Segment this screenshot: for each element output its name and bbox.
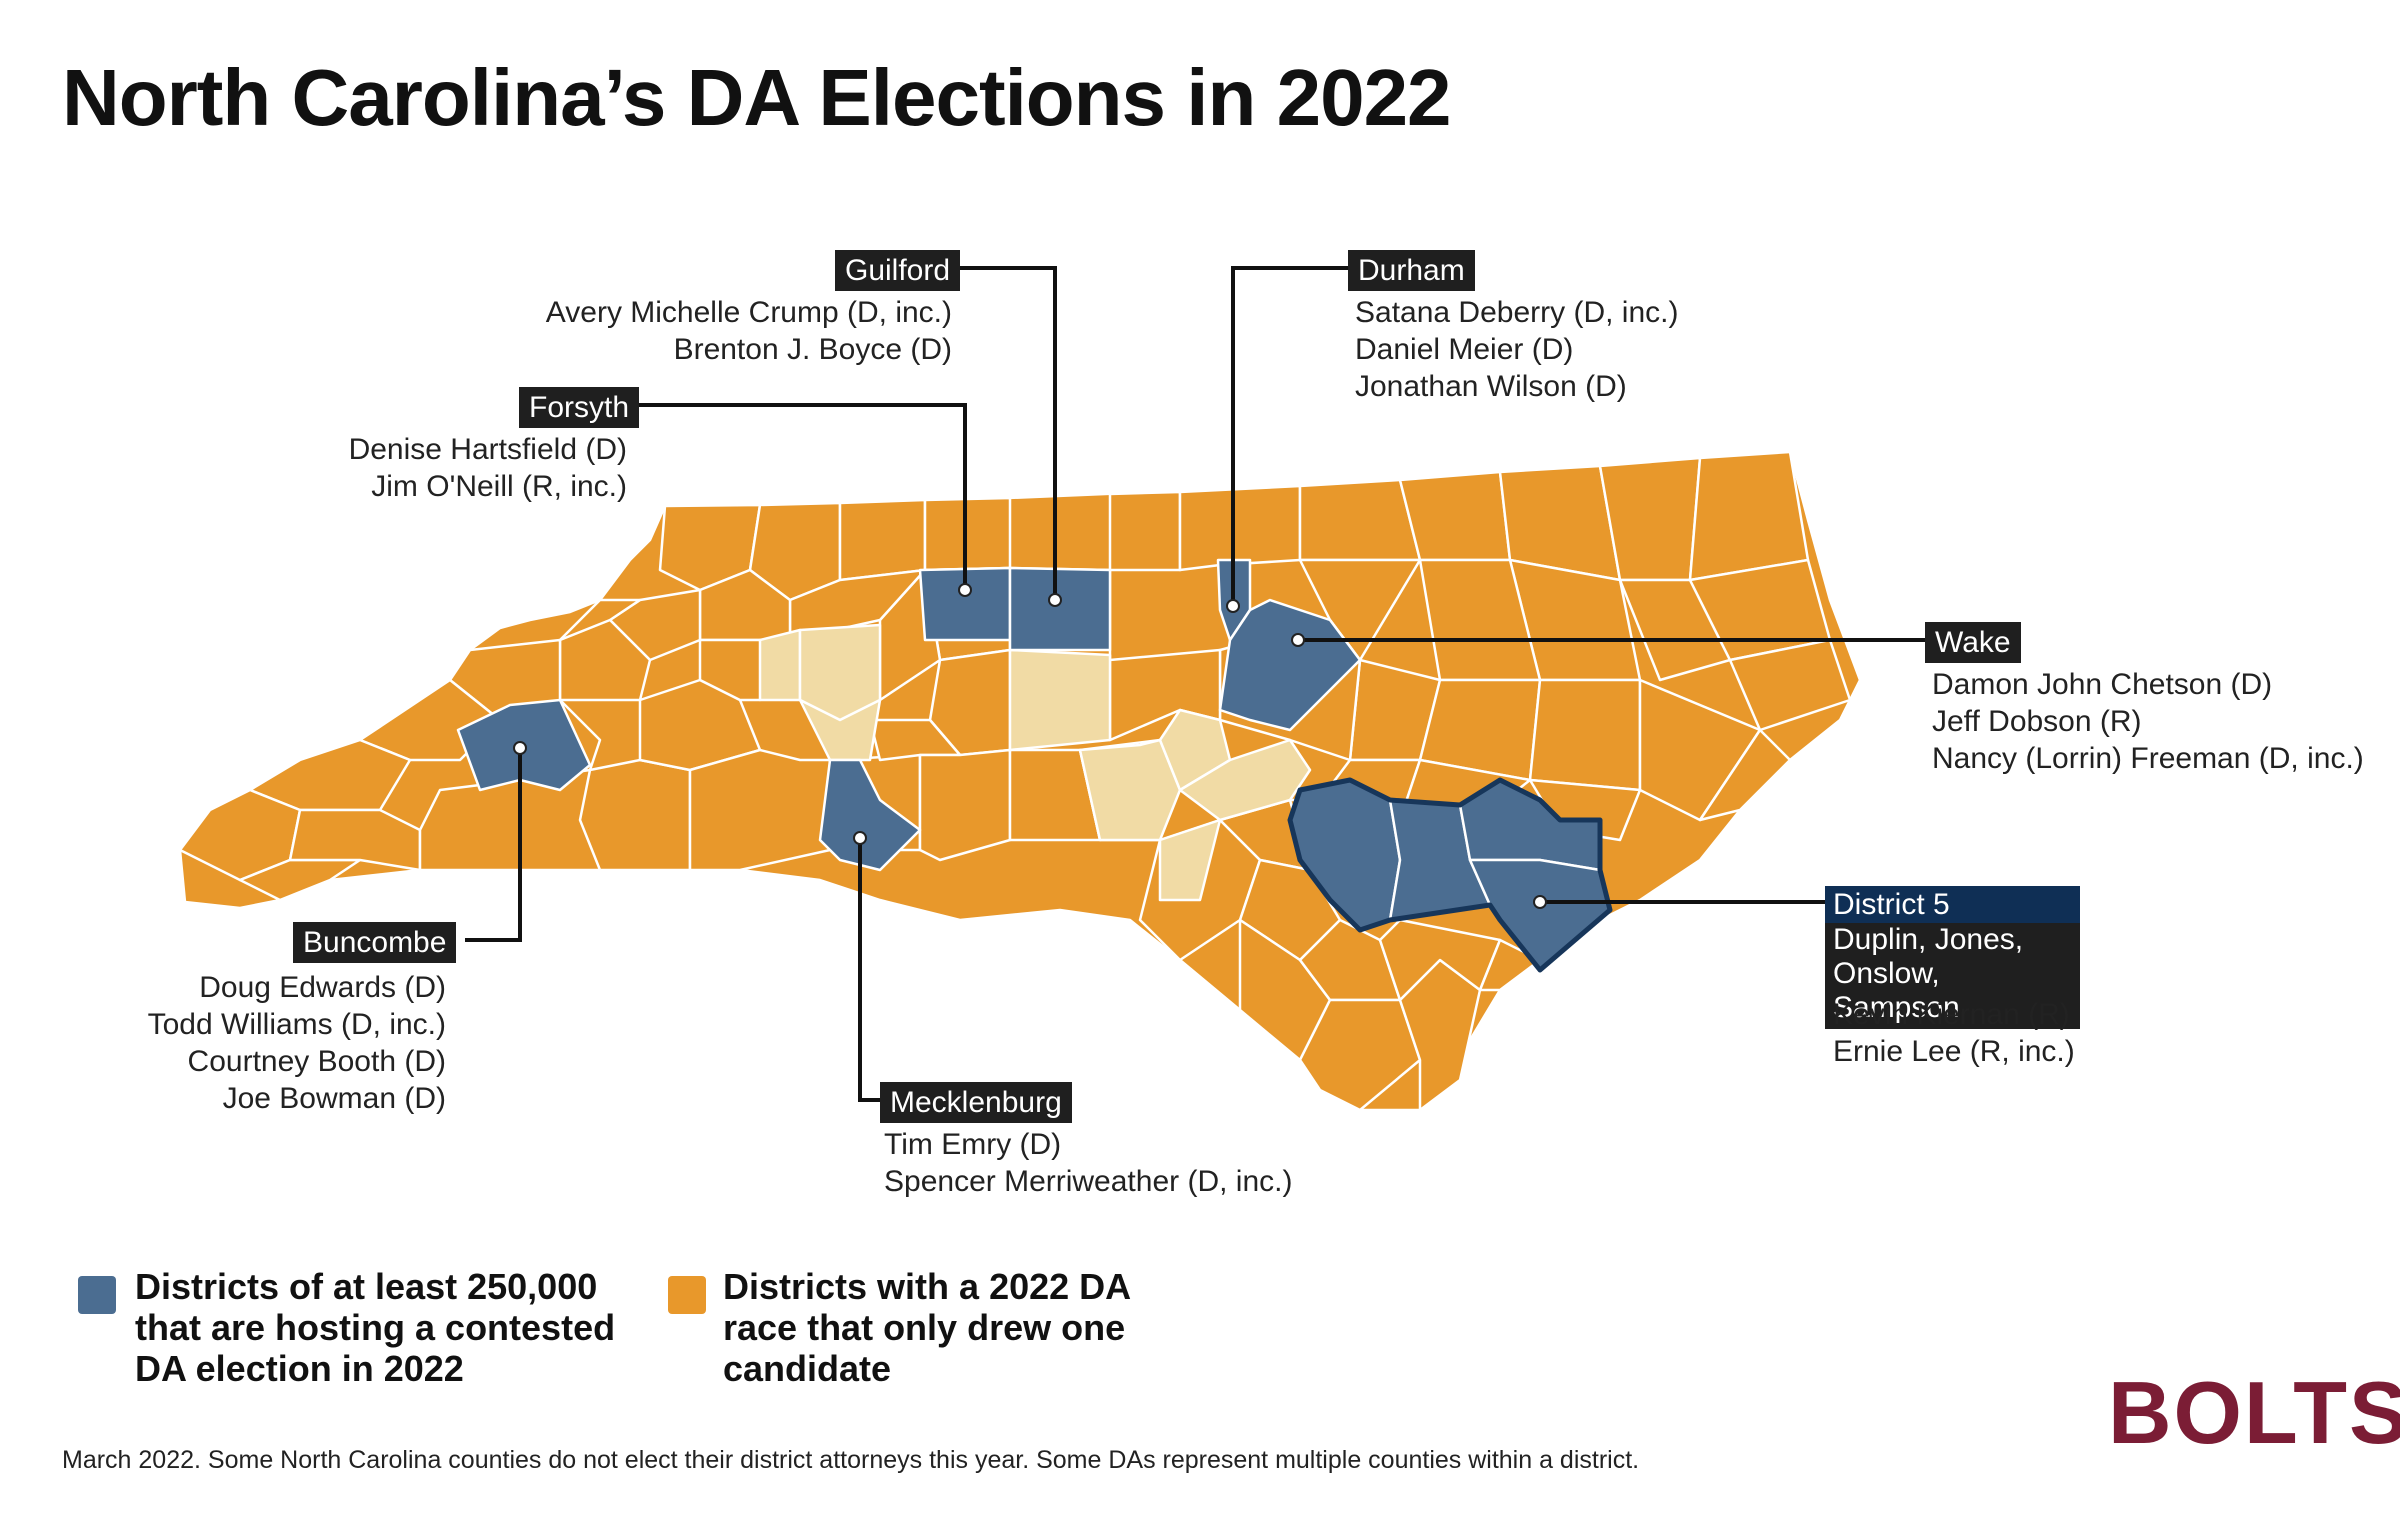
mecklenburg-leader: [858, 838, 880, 1102]
candidate: Kevin Kiernan (R): [1833, 998, 2070, 1031]
legend-single-swatch: [668, 1276, 706, 1314]
mecklenburg-label: Mecklenburg: [880, 1082, 1072, 1123]
wake-county: [1218, 598, 1362, 732]
legend-single-text: Districts with a 2022 DA race that only …: [723, 1266, 1131, 1389]
candidate: Satana Deberry (D, inc.): [1355, 296, 1679, 329]
county: [1688, 450, 1810, 582]
durham-dot: [1226, 599, 1240, 613]
legend-contested-text: Districts of at least 250,000 that are h…: [135, 1266, 615, 1389]
county: [1698, 728, 1792, 822]
wake-candidates: Damon John Chetson (D) Jeff Dobson (R) N…: [1932, 666, 2364, 777]
buncombe-candidates: Doug Edwards (D) Todd Williams (D, inc.)…: [148, 969, 446, 1117]
county: [288, 808, 422, 872]
county: [838, 498, 927, 582]
candidate: Brenton J. Boyce (D): [673, 333, 952, 366]
mecklenburg-county: [818, 758, 922, 872]
buncombe-dot: [513, 741, 527, 755]
forsyth-dot: [958, 583, 972, 597]
county: [1528, 678, 1642, 792]
county: [918, 748, 1012, 862]
county: [1008, 648, 1112, 752]
district5-candidates: Kevin Kiernan (R) Ernie Lee (R, inc.): [1833, 996, 2075, 1070]
wake-dot: [1291, 633, 1305, 647]
wake-label: Wake: [1925, 622, 2021, 663]
county: [1398, 470, 1512, 562]
leader-lines: [465, 266, 1925, 1102]
legend-line: Districts with a 2022 DA: [723, 1266, 1132, 1307]
candidate: Jim O'Neill (R, inc.): [371, 470, 627, 503]
guilford-dot: [1048, 593, 1062, 607]
guilford-county: [1008, 566, 1112, 652]
county: [1728, 638, 1852, 732]
legend-line: DA election in 2022: [135, 1348, 464, 1389]
guilford-leader: [955, 266, 1057, 600]
county: [1158, 818, 1222, 902]
candidate: Damon John Chetson (D): [1932, 668, 2273, 701]
county: [798, 698, 882, 762]
buncombe-leader: [465, 748, 522, 942]
county: [923, 496, 1012, 572]
durham-leader: [1231, 266, 1350, 606]
legend-contested-swatch: [78, 1276, 116, 1314]
county: [1108, 490, 1182, 572]
legend-line: race that only drew one: [723, 1307, 1126, 1348]
mecklenburg-dot: [853, 831, 867, 845]
legend-line: candidate: [723, 1348, 892, 1389]
candidate: Spencer Merriweather (D, inc.): [884, 1165, 1293, 1198]
buncombe-label: Buncombe: [293, 922, 457, 963]
candidate: Joe Bowman (D): [222, 1082, 446, 1115]
candidate: Denise Hartsfield (D): [348, 433, 627, 466]
candidate: Courtney Booth (D): [187, 1045, 446, 1078]
district5-label: District 5: [1825, 886, 2080, 923]
candidate: Ernie Lee (R, inc.): [1833, 1035, 2075, 1068]
durham-candidates: Satana Deberry (D, inc.) Daniel Meier (D…: [1355, 294, 1678, 405]
candidate: Avery Michelle Crump (D, inc.): [545, 296, 952, 329]
guilford-label: Guilford: [835, 250, 961, 291]
page-title: North Carolina’s DA Elections in 2022: [62, 53, 1452, 142]
legend-line: that are hosting a contested: [135, 1307, 616, 1348]
district5-counties-line: Onslow, Sampson: [1833, 957, 1960, 1024]
county: [238, 858, 362, 902]
footnote: March 2022. Some North Carolina counties…: [62, 1446, 1640, 1474]
candidate: Tim Emry (D): [884, 1128, 1062, 1161]
bolts-logo: BOLTS: [2108, 1363, 2400, 1462]
county: [758, 628, 802, 702]
no-election-counties: [758, 623, 1312, 902]
forsyth-label: Forsyth: [519, 387, 640, 428]
marker-dots: [513, 583, 1547, 909]
candidate: Jeff Dobson (R): [1932, 705, 2142, 738]
district5-dot: [1533, 895, 1547, 909]
durham-label: Durham: [1348, 250, 1475, 291]
forsyth-leader: [630, 403, 967, 590]
district5-outline: [1287, 777, 1613, 973]
district5-counties-line: Duplin, Jones,: [1833, 923, 2024, 956]
candidate: Jonathan Wilson (D): [1355, 370, 1627, 403]
guilford-candidates: Avery Michelle Crump (D, inc.) Brenton J…: [546, 294, 952, 368]
district5-counties: Duplin, Jones, Onslow, Sampson: [1825, 923, 2080, 1029]
candidate: Doug Edwards (D): [199, 971, 446, 1004]
candidate: Todd Williams (D, inc.): [147, 1008, 446, 1041]
county: [688, 748, 832, 872]
district5-label-box: District 5 Duplin, Jones, Onslow, Sampso…: [1825, 886, 2080, 1029]
forsyth-candidates: Denise Hartsfield (D) Jim O'Neill (R, in…: [349, 431, 627, 505]
candidate: Nancy (Lorrin) Freeman (D, inc.): [1932, 742, 2364, 775]
candidate: Daniel Meier (D): [1355, 333, 1574, 366]
legend-line: Districts of at least 250,000: [135, 1266, 598, 1307]
county: [1178, 484, 1302, 572]
mecklenburg-candidates: Tim Emry (D) Spencer Merriweather (D, in…: [884, 1126, 1292, 1200]
county: [578, 758, 692, 872]
